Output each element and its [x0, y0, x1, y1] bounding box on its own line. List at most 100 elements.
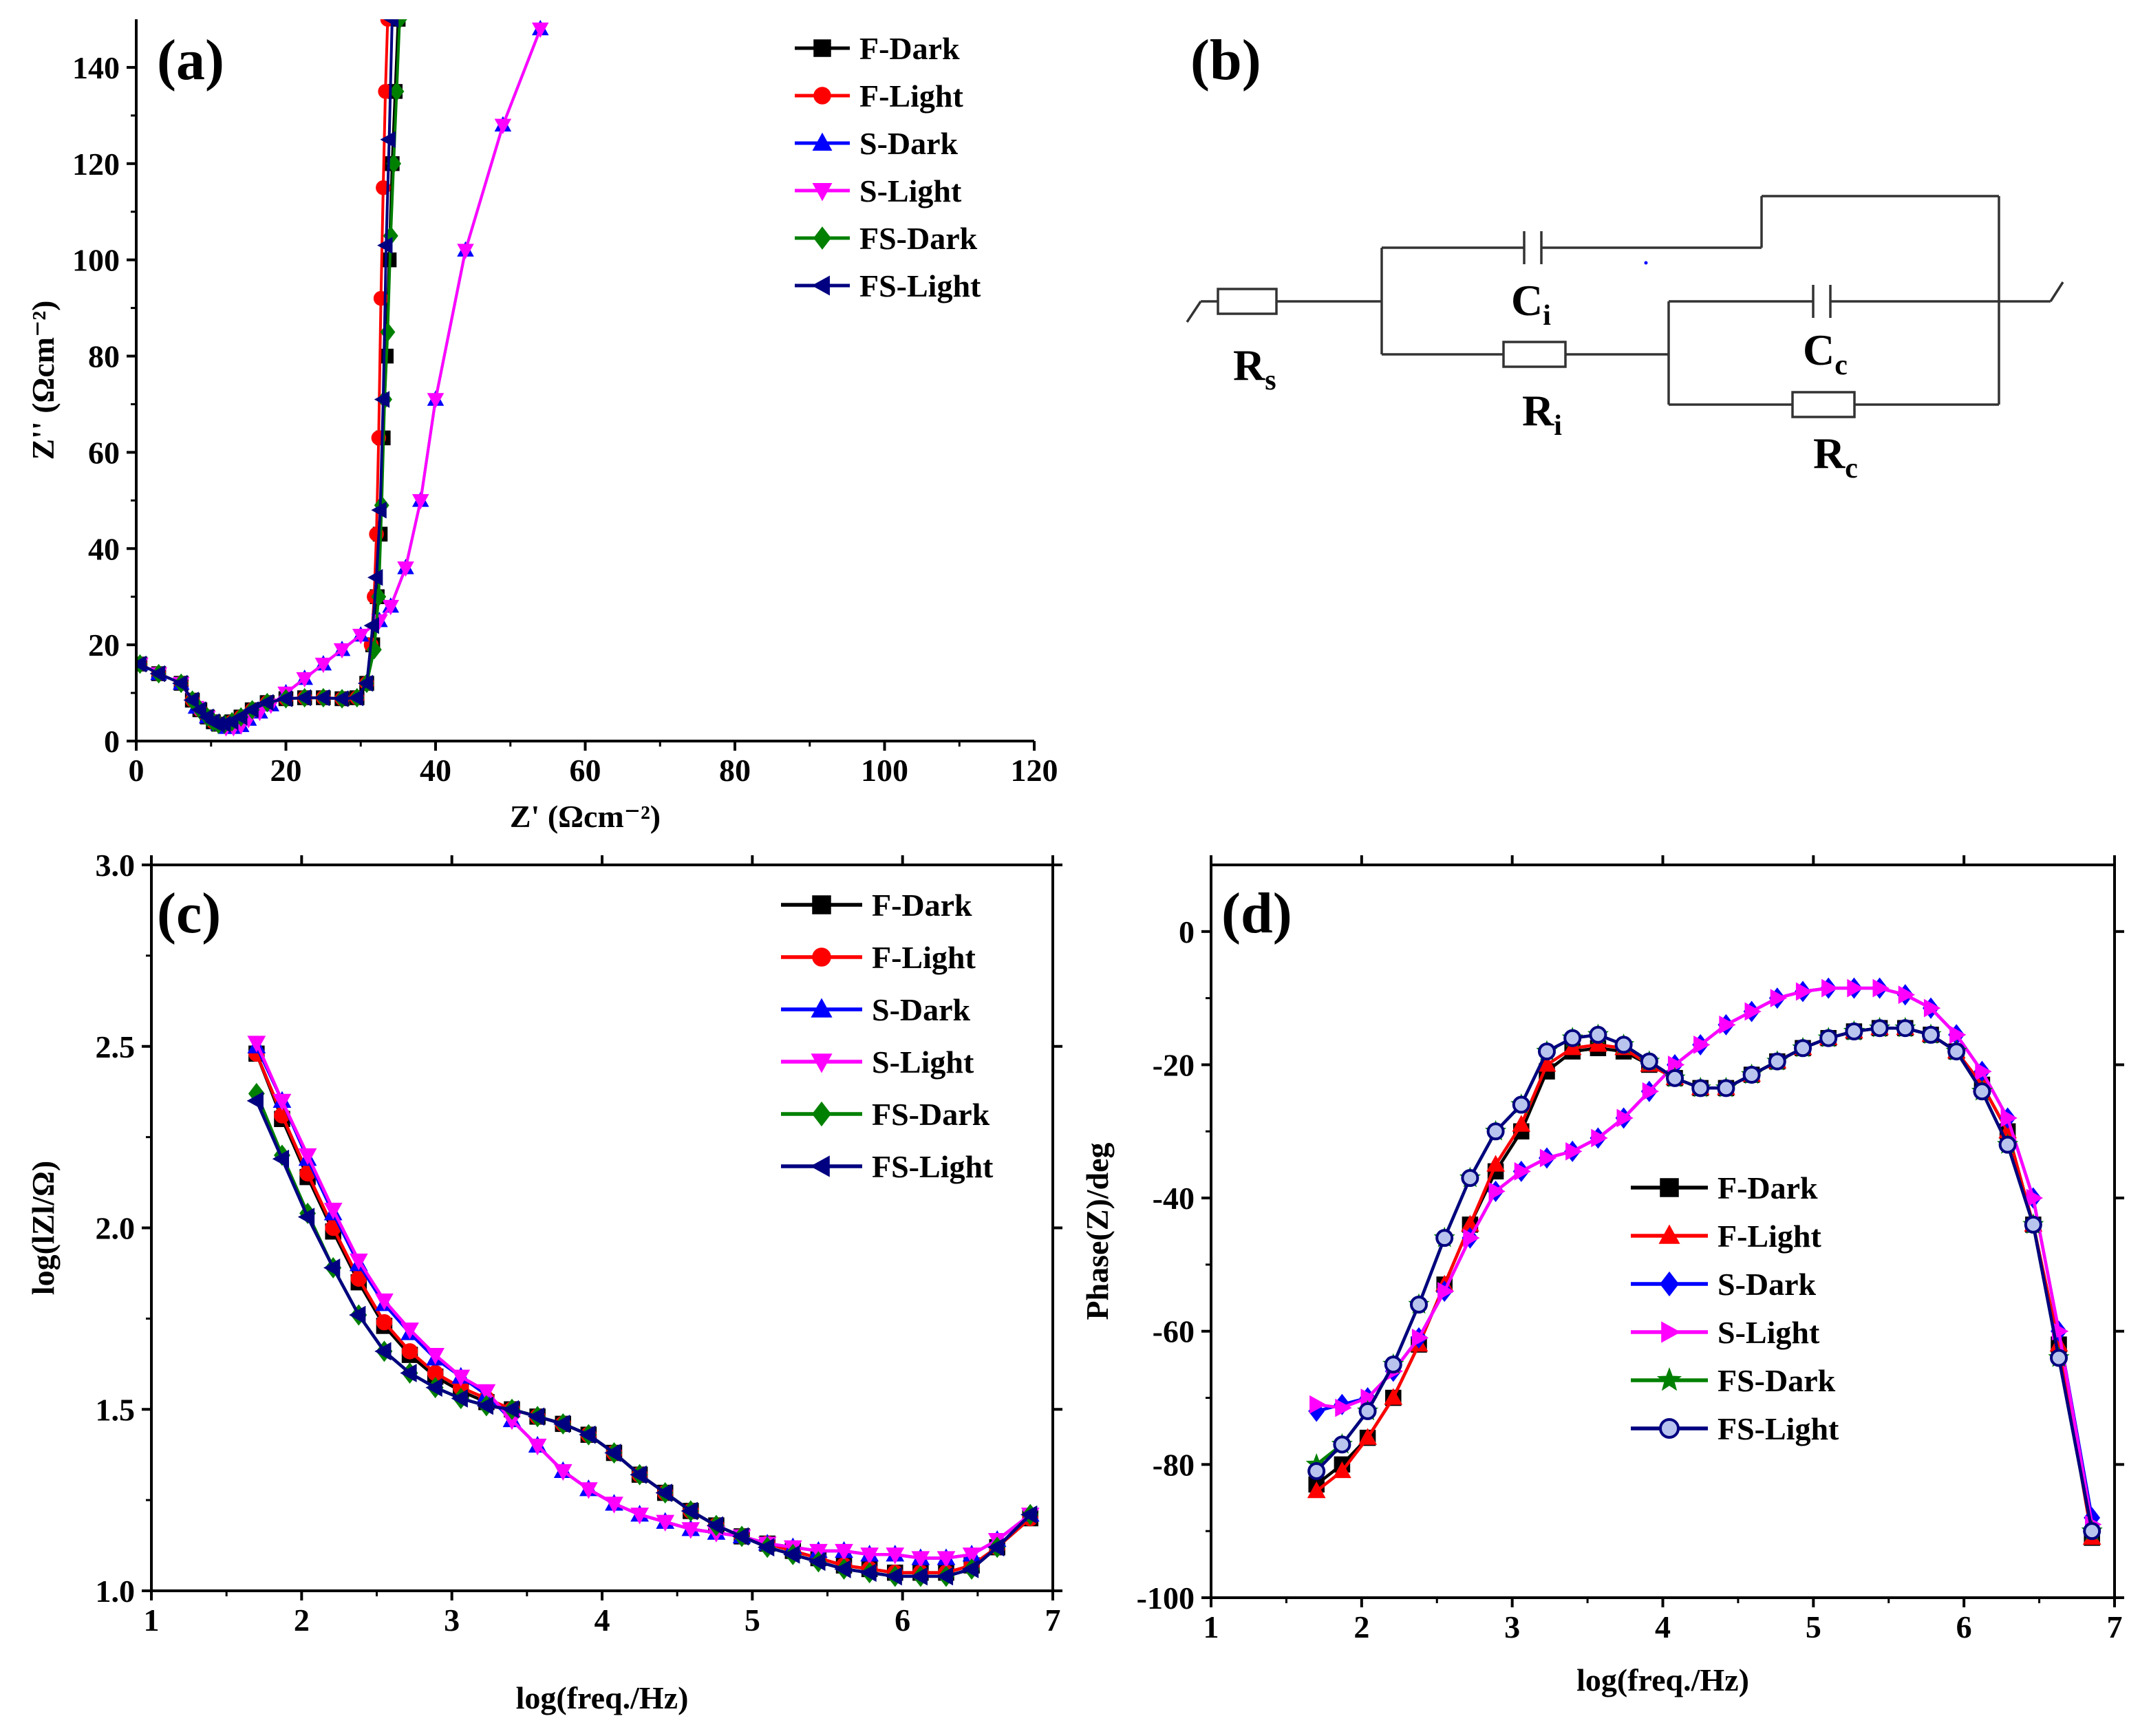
data-point-fs-light [731, 1527, 749, 1546]
data-point-s-light [681, 1522, 700, 1539]
data-point-fs-light [451, 1389, 468, 1408]
data-point-fs-light [333, 690, 349, 707]
data-point-fs-light [191, 701, 206, 718]
legend-label-fs-light: FS-Light [1718, 1411, 1839, 1446]
chart-d: 1 2 3 4 5 6 7 -100 -80 -60 -40 -20 0 log(freq./Hz) Pha… [1080, 855, 2124, 1697]
data-point-fs-light [323, 1258, 341, 1277]
x-tick-label: 6 [895, 1603, 910, 1638]
data-point-s-light [1591, 1128, 1608, 1148]
series-line-fs-light [1315, 1026, 2094, 1532]
data-point-f-light [1384, 1388, 1403, 1405]
data-point-s-light [349, 1253, 368, 1271]
data-point-s-light [375, 1293, 394, 1311]
data-point-fs-light [2024, 1215, 2042, 1234]
data-point-s-light [2000, 1108, 2018, 1128]
data-point-fs-light [277, 690, 292, 707]
data-point-f-light [1307, 1481, 1326, 1499]
data-point-fs-light [1717, 1079, 1735, 1097]
data-point-fs-light [910, 1567, 928, 1586]
data-point-s-light [411, 494, 429, 510]
data-point-fs-light [1307, 1462, 1326, 1481]
label-rs: Rs [1233, 341, 1276, 396]
x-tick-label: 80 [719, 753, 751, 788]
x-tick-label: 0 [129, 753, 145, 788]
data-point-fs-light [1537, 1042, 1556, 1061]
data-point-s-light [1872, 978, 1890, 998]
data-point-s-light [962, 1547, 981, 1565]
x-tick-label: 5 [745, 1603, 760, 1638]
equivalent-circuit [1186, 195, 2064, 418]
data-point-s-light [333, 643, 351, 659]
legend-label-s-light: S-Light [859, 173, 962, 208]
series-line-fs-light [139, 19, 394, 726]
data-point-s-light [911, 1551, 930, 1568]
panel-label-d: (d) [1221, 881, 1292, 945]
data-point-fs-light [172, 674, 188, 692]
x-tick-label: 1 [1203, 1609, 1219, 1644]
label-ci: Ci [1511, 276, 1551, 332]
plot-area [136, 19, 549, 737]
data-point-fs-light [1435, 1229, 1454, 1247]
data-point-fs-light [2050, 1349, 2068, 1367]
data-point-fs-light [579, 1425, 596, 1444]
y-tick-label: 100 [72, 243, 120, 278]
series-line-s-light [139, 28, 542, 729]
panel-label-c: (c) [157, 881, 221, 945]
data-point-f-light [1512, 1115, 1531, 1132]
legend-label-s-light: S-Light [1718, 1315, 1820, 1350]
legend-marker-f-light [812, 947, 831, 967]
data-point-fs-light [1461, 1169, 1479, 1188]
data-point-fs-light [380, 131, 396, 149]
data-point-s-light [298, 1148, 317, 1166]
data-point-s-light [1309, 1395, 1327, 1414]
data-point-s-light [1975, 1062, 1992, 1081]
data-point-s-light [382, 599, 400, 616]
x-tick-label: 20 [270, 753, 302, 788]
series-line-f-dark [139, 19, 400, 726]
y-tick-label: 140 [72, 50, 120, 85]
data-point-fs-light [295, 689, 311, 707]
y-tick-label: 40 [88, 531, 120, 566]
data-point-s-light [1847, 978, 1864, 998]
data-point-fs-light [1666, 1069, 1684, 1087]
data-point-s-light [1821, 978, 1839, 998]
legend: F-Dark F-Light S-Dark S-Light FS-Dark FS-Ligh… [1631, 1170, 1839, 1446]
data-point-fs-light [374, 1342, 392, 1361]
data-point-fs-light [1691, 1079, 1710, 1097]
data-point-fs-light [1819, 1029, 1838, 1047]
legend-marker-s-dark [811, 998, 833, 1018]
legend-label-fs-dark: FS-Dark [859, 221, 978, 256]
legend-marker-fs-light [810, 1155, 830, 1177]
series-line-fs-dark [139, 19, 401, 726]
data-point-s-light [1463, 1228, 1480, 1247]
data-point-fs-light [885, 1567, 902, 1586]
data-point-s-light [1437, 1282, 1455, 1301]
data-point-fs-light [425, 1378, 442, 1397]
data-point-fs-light [809, 1552, 826, 1572]
data-point-fs-light [258, 694, 274, 711]
data-point-f-light [376, 1314, 393, 1331]
y-tick-label: -80 [1153, 1447, 1195, 1482]
series-line-s-dark [139, 28, 542, 729]
data-point-s-light [451, 1369, 471, 1386]
y-tick-label: 2.5 [96, 1029, 136, 1064]
data-point-s-light [860, 1547, 879, 1565]
data-point-s-light [1770, 989, 1788, 1008]
data-point-fs-light [987, 1538, 1005, 1557]
data-point-fs-light [527, 1407, 545, 1426]
data-point-fs-light [357, 674, 374, 692]
x-axis-label: log(freq./Hz) [516, 1680, 689, 1715]
data-point-fs-light [1640, 1052, 1658, 1071]
axes-frame [1210, 864, 2116, 1599]
legend-label-f-dark: F-Dark [859, 31, 960, 66]
data-point-f-light [1358, 1428, 1377, 1445]
data-point-s-light [886, 1547, 905, 1565]
data-point-s-light [314, 657, 332, 674]
data-point-s-light [1898, 985, 1916, 1005]
data-point-fs-light [502, 1400, 520, 1419]
legend-marker-fs-light [811, 275, 830, 296]
data-point-fs-light [374, 391, 390, 408]
data-point-s-light [272, 1093, 292, 1111]
data-point-s-light [426, 1348, 445, 1365]
data-point-s-light [1642, 1082, 1660, 1101]
